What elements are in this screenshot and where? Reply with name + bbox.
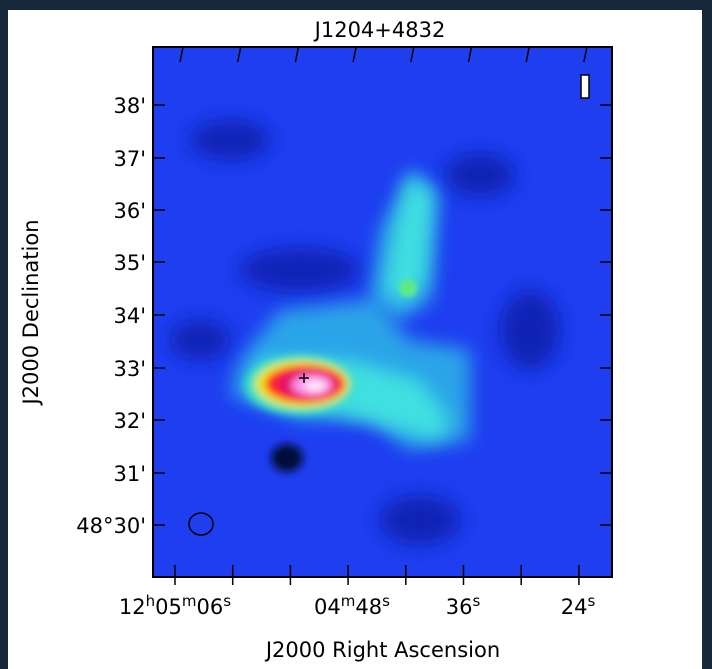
title: J1204+4832	[313, 18, 446, 42]
x-tick-number: 36	[446, 595, 473, 619]
x-axis-label: J2000 Right Ascension	[264, 638, 500, 662]
x-tick-unit: m	[341, 592, 356, 610]
x-tick	[179, 46, 184, 63]
y-tick-label: 32'	[114, 409, 147, 433]
x-tick-unit: s	[382, 592, 390, 610]
x-tick-unit: s	[587, 592, 595, 610]
y-tick-label: 33'	[114, 357, 147, 381]
x-tick-number: 04	[314, 595, 341, 619]
x-tick	[352, 46, 357, 63]
x-tick	[525, 46, 530, 63]
y-tick-label: 38'	[114, 94, 147, 118]
x-tick-number: 06	[197, 595, 224, 619]
x-tick-unit: m	[182, 592, 197, 610]
x-tick-unit: s	[223, 592, 231, 610]
ticks	[153, 46, 612, 585]
x-tick-unit: h	[146, 592, 156, 610]
x-tick	[467, 46, 473, 63]
plot-border	[152, 46, 613, 578]
x-tick-label: 12h05m06s	[119, 592, 231, 619]
x-tick	[410, 46, 415, 63]
y-tick-label: 37'	[114, 147, 147, 171]
x-tick	[236, 46, 242, 63]
y-tick-label: 35'	[114, 251, 147, 275]
x-tick	[294, 46, 300, 63]
y-axis-label: J2000 Declination	[19, 219, 43, 406]
x-tick-label: 04m48s	[314, 592, 390, 619]
x-tick-number: 48	[355, 595, 382, 619]
x-tick-number: 24	[561, 595, 588, 619]
y-tick-label: 48°30'	[76, 514, 146, 538]
x-tick-number: 05	[155, 595, 182, 619]
x-tick-unit: s	[472, 592, 480, 610]
y-tick-label: 31'	[114, 462, 147, 486]
y-tick-label: 36'	[114, 199, 147, 223]
x-tick-number: 12	[119, 595, 146, 619]
map-image	[153, 47, 612, 577]
x-tick-label: 24s	[561, 592, 596, 619]
y-tick-label: 34'	[114, 304, 147, 328]
x-tick-label: 36s	[446, 592, 481, 619]
x-tick	[583, 46, 588, 63]
